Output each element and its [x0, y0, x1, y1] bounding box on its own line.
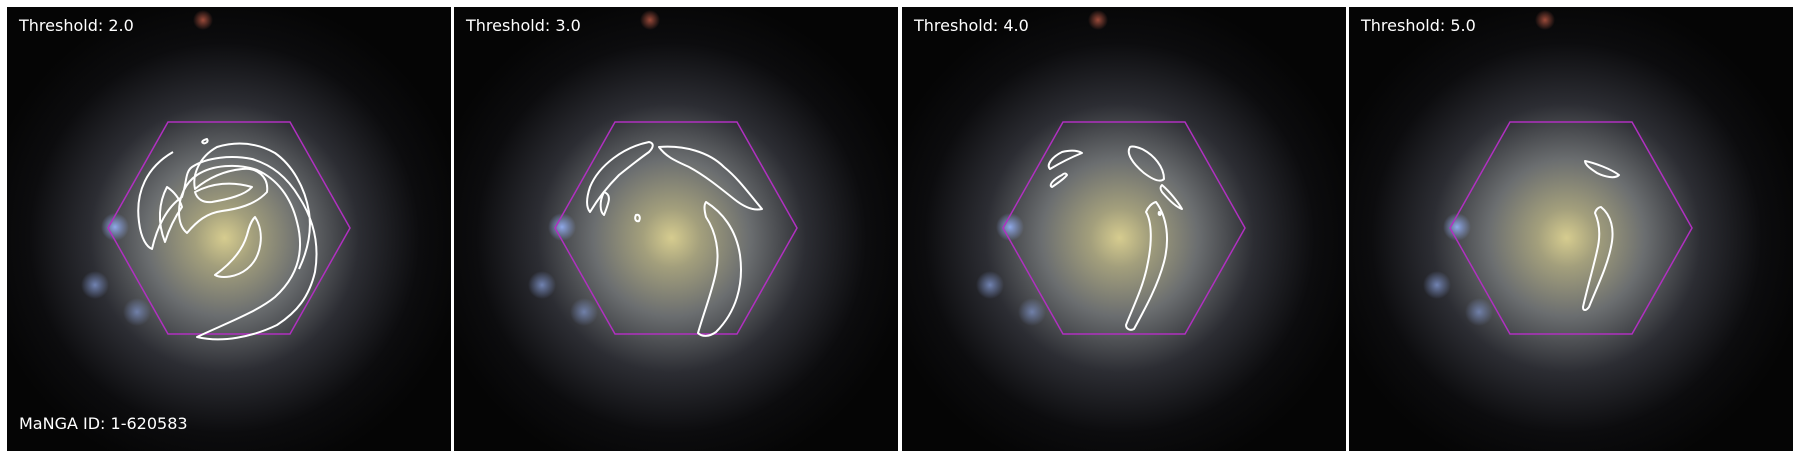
- threshold-label: Threshold: 3.0: [466, 16, 581, 35]
- ifu-hexagon-footprint: [107, 121, 351, 335]
- manga-id-label: MaNGA ID: 1-620583: [19, 414, 188, 433]
- ifu-hexagon-footprint: [554, 121, 798, 335]
- ifu-hexagon-footprint: [1449, 121, 1693, 335]
- threshold-label: Threshold: 4.0: [914, 16, 1029, 35]
- galaxy-panel-threshold-3: Threshold: 3.0: [454, 7, 898, 451]
- ifu-hexagon-footprint: [1002, 121, 1246, 335]
- spiral-arm-contour: [137, 138, 318, 341]
- threshold-label: Threshold: 5.0: [1361, 16, 1476, 35]
- spiral-arm-contour: [1582, 160, 1620, 311]
- galaxy-image: [454, 7, 898, 451]
- galaxy-panel-threshold-4: Threshold: 4.0: [902, 7, 1346, 451]
- spiral-arm-contour: [586, 141, 763, 337]
- spiral-arm-contour: [1047, 145, 1183, 331]
- galaxy-panel-threshold-5: Threshold: 5.0: [1349, 7, 1793, 451]
- galaxy-image: [7, 7, 451, 451]
- galaxy-image: [902, 7, 1346, 451]
- galaxy-panel-threshold-2: Threshold: 2.0 MaNGA ID: 1-620583: [7, 7, 451, 451]
- threshold-label: Threshold: 2.0: [19, 16, 134, 35]
- galaxy-image: [1349, 7, 1793, 451]
